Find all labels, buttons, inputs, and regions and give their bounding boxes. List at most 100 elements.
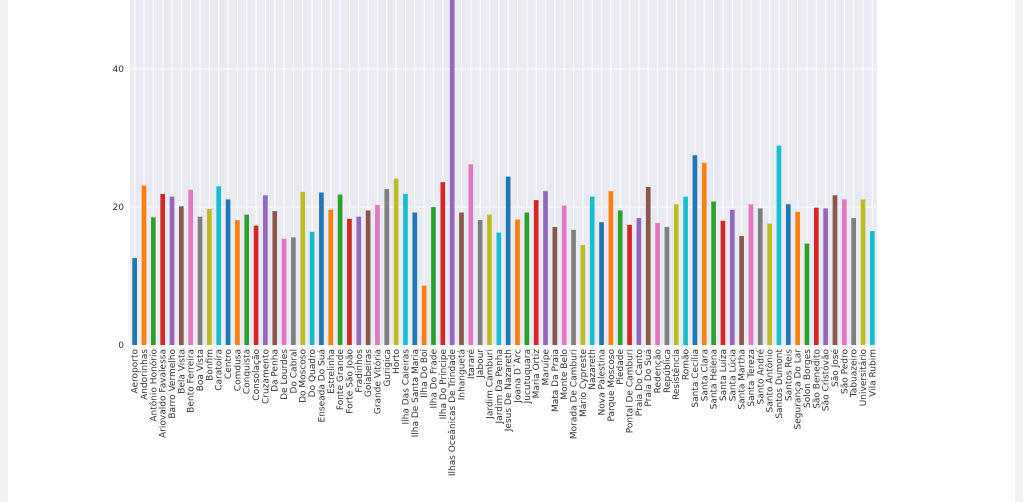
x-tick-label: Vila Rubim bbox=[868, 349, 878, 397]
x-tick-label: Ilha Das Caieiras bbox=[401, 349, 411, 425]
x-tick-label: Caratoíra bbox=[215, 349, 225, 391]
x-tick-label: Redenção bbox=[654, 349, 664, 394]
x-tick-label: Santa Cecília bbox=[691, 349, 701, 408]
bar bbox=[141, 185, 147, 345]
bar bbox=[645, 186, 651, 345]
y-axis-ticks: 0 20 40 bbox=[113, 65, 125, 351]
x-tick-label: Santa Tereza bbox=[747, 349, 757, 407]
bar bbox=[673, 204, 679, 345]
x-tick-label: Praia Do Suá bbox=[644, 349, 654, 407]
bar bbox=[365, 210, 371, 345]
bar bbox=[263, 195, 268, 345]
figure-canvas: 0 20 40 Aeroporto Andorinhas Antônio Honório… bbox=[8, 0, 1015, 502]
x-tick-label: Resistência bbox=[671, 349, 682, 400]
x-tick-label: Fradinhos bbox=[355, 349, 365, 393]
bar bbox=[664, 227, 670, 345]
bar bbox=[860, 199, 866, 345]
x-tick-label: Solon Borges bbox=[803, 349, 813, 408]
plot-area bbox=[130, 0, 877, 345]
x-tick-label: Barro Vermelho bbox=[168, 349, 178, 419]
x-tick-label: Parque Moscoso bbox=[607, 349, 617, 422]
x-tick-label: São Benedito bbox=[812, 349, 822, 409]
bar bbox=[795, 211, 800, 345]
x-tick-label: Pontal De Camburi bbox=[626, 349, 636, 433]
bar bbox=[757, 208, 763, 345]
y-tick-label: 20 bbox=[113, 203, 125, 213]
bar bbox=[319, 192, 324, 345]
x-tick-label: Horto bbox=[392, 349, 402, 375]
bar bbox=[225, 199, 231, 345]
x-tick-label: Inhanguetá bbox=[457, 349, 467, 400]
x-tick-label: Mário Cypreste bbox=[579, 349, 589, 417]
bar bbox=[487, 214, 492, 345]
x-tick-label: Santo André bbox=[755, 349, 766, 405]
x-tick-label: Antônio Honório bbox=[148, 349, 159, 422]
bar bbox=[440, 182, 446, 345]
bar bbox=[160, 193, 166, 345]
bar bbox=[393, 178, 399, 345]
x-tick-label: Aeroporto bbox=[131, 349, 141, 394]
x-tick-label: Gurigica bbox=[383, 349, 393, 387]
x-tick-label: Conquista bbox=[243, 349, 253, 394]
x-tick-label: São Pedro bbox=[840, 349, 850, 394]
x-tick-label: São Cristóvão bbox=[821, 349, 832, 412]
x-tick-label: Bela Vista bbox=[177, 349, 187, 394]
x-tick-label: Itararé bbox=[466, 349, 477, 379]
bar bbox=[813, 207, 819, 345]
bar bbox=[403, 193, 408, 345]
bar bbox=[431, 207, 436, 345]
bar bbox=[739, 235, 744, 345]
bar bbox=[375, 204, 380, 345]
x-tick-label: Morada De Camburi bbox=[570, 349, 580, 439]
x-tick-label: Santa Martha bbox=[738, 349, 748, 410]
bar bbox=[636, 218, 642, 345]
bar bbox=[571, 229, 576, 345]
x-tick-label: Nova Palestina bbox=[598, 349, 608, 415]
x-tick-label: Ilhas Oceânicas De Trindade bbox=[448, 349, 458, 477]
x-tick-label: Santo Antônio bbox=[765, 349, 776, 413]
x-tick-label: Estrelinha bbox=[327, 349, 337, 394]
x-tick-label: Maria Ortiz bbox=[532, 349, 542, 399]
x-tick-label: Praia Do Canto bbox=[635, 349, 645, 417]
bars bbox=[132, 0, 875, 345]
bar bbox=[683, 196, 688, 345]
bar bbox=[132, 258, 137, 345]
bar bbox=[505, 176, 511, 345]
bar bbox=[524, 212, 530, 345]
x-tick-label: Forte São João bbox=[345, 349, 355, 414]
x-tick-label: Andorinhas bbox=[140, 349, 150, 400]
x-tick-label: Santa Helena bbox=[710, 349, 720, 409]
x-tick-label: Da Penha bbox=[271, 349, 281, 392]
bar bbox=[459, 212, 464, 345]
x-tick-label: Piedade bbox=[616, 349, 626, 385]
x-tick-label: Do Moscoso bbox=[299, 349, 309, 403]
bar bbox=[515, 219, 520, 345]
bar bbox=[412, 212, 418, 345]
bar bbox=[692, 155, 698, 345]
bar bbox=[832, 195, 838, 345]
x-tick-label: Goiabeiras bbox=[364, 349, 374, 397]
x-tick-label: Ariovaldo Favalessa bbox=[159, 349, 169, 438]
bar bbox=[281, 238, 287, 345]
bar bbox=[169, 196, 175, 345]
x-tick-label: Santa Luíza bbox=[719, 349, 729, 401]
x-tick-label: Monte Belo bbox=[560, 349, 570, 400]
x-tick-label: Grande Vitória bbox=[372, 349, 383, 414]
bar bbox=[347, 218, 352, 345]
bar bbox=[235, 220, 240, 345]
x-axis-labels: Aeroporto Andorinhas Antônio Honório Ariova… bbox=[131, 349, 879, 477]
x-tick-label: Romão bbox=[682, 349, 692, 381]
x-tick-label: Santa Lúcia bbox=[728, 349, 738, 401]
x-tick-label: Fonte Grande bbox=[336, 349, 346, 411]
x-tick-label: São José bbox=[830, 349, 841, 387]
bar bbox=[253, 225, 259, 345]
x-tick-label: Jardim Camburi bbox=[485, 349, 495, 420]
bar bbox=[599, 222, 604, 345]
bar bbox=[300, 191, 306, 345]
bar bbox=[627, 224, 632, 345]
x-tick-label: Ilha Do Príncipe bbox=[439, 349, 449, 420]
bar bbox=[720, 220, 726, 345]
bar bbox=[748, 204, 754, 345]
x-tick-label: Do Quadro bbox=[308, 349, 318, 398]
x-tick-label: Bento Ferreira bbox=[187, 349, 197, 413]
